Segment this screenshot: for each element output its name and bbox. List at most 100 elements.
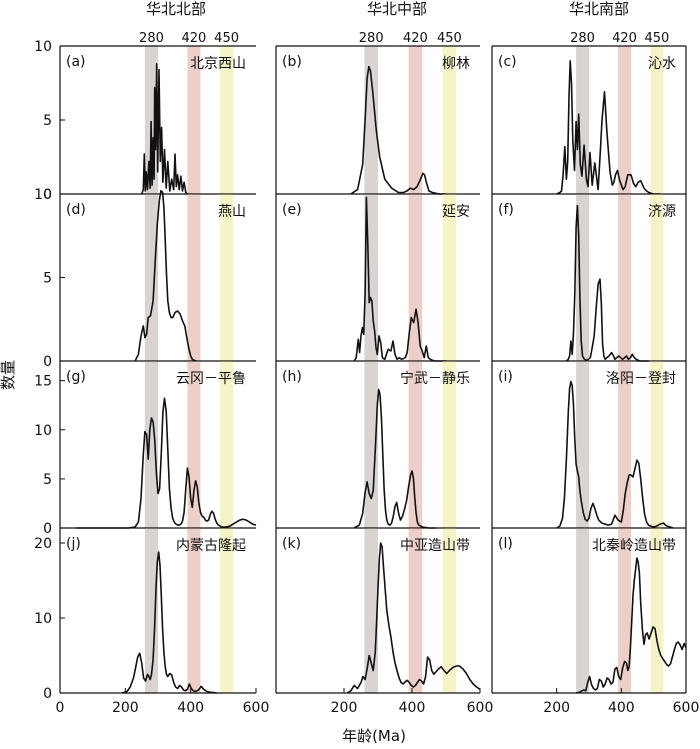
age-spectrum-curve (556, 60, 661, 195)
locality-label: 内蒙古隆起 (176, 538, 246, 554)
x-tick-label: 400 (177, 700, 204, 716)
panel-c: (c) 沁水 (491, 45, 687, 195)
column-title-central: 华北中部 (367, 0, 427, 18)
band-label-450: 450 (437, 31, 462, 46)
y-tick-label: 10 (34, 187, 52, 203)
x-tick-label: 0 (56, 700, 65, 716)
age-band-420 (618, 361, 632, 528)
age-band-450 (220, 361, 234, 528)
x-tick-label: 600 (243, 700, 270, 716)
panel-letter: (b) (282, 54, 302, 70)
panel-letter: (j) (66, 536, 81, 552)
panel-letter: (c) (498, 54, 517, 70)
band-label-450: 450 (644, 31, 669, 46)
age-band-450 (650, 46, 664, 194)
panel-l: 200 400 600 (l) 北秦岭造山带 (491, 528, 700, 716)
panel-d: 0 5 10 (d) 燕山 (34, 187, 256, 370)
age-spectrum-curve (556, 380, 674, 529)
age-band-420 (408, 194, 423, 361)
y-tick-label: 20 (34, 536, 52, 552)
panel-letter: (d) (66, 202, 86, 218)
locality-label: 济源 (648, 204, 676, 220)
age-band-420 (408, 46, 423, 194)
band-label-420: 420 (403, 31, 428, 46)
age-spectrum-curve (76, 397, 257, 529)
age-band-420 (618, 528, 632, 693)
age-band-450 (220, 528, 234, 693)
y-tick-label: 0 (43, 187, 52, 203)
age-spectrum-curve (350, 65, 446, 195)
age-spectrum-curve (346, 542, 481, 694)
locality-label: 燕山 (218, 204, 246, 220)
locality-label: 沁水 (648, 56, 676, 72)
locality-label: 柳林 (442, 55, 470, 72)
panel-g: 0 5 10 15 (g) 云冈－平鲁 (34, 361, 257, 537)
x-tick-label: 200 (331, 700, 358, 716)
age-band-450 (442, 194, 457, 361)
band-label-280: 280 (139, 31, 164, 46)
y-axis-label: 数量 (0, 360, 17, 390)
column-title-north: 华北北部 (146, 0, 206, 18)
y-tick-label: 10 (34, 39, 52, 55)
age-band-420 (408, 528, 423, 693)
panel-letter: (l) (498, 536, 513, 552)
age-spectrum-curve (121, 551, 217, 694)
locality-label: 中亚造山带 (400, 538, 470, 554)
panel-letter: (f) (498, 202, 514, 218)
age-band-450 (220, 46, 234, 194)
panel-b: (b) 柳林 (275, 45, 480, 195)
band-labels: 280 420 450 280 420 450 280 420 450 (139, 31, 669, 46)
age-band-280 (576, 528, 589, 693)
age-band-450 (220, 194, 234, 361)
band-label-420: 420 (612, 31, 637, 46)
y-tick-label: 10 (34, 611, 52, 627)
band-label-450: 450 (214, 31, 239, 46)
age-band-280 (576, 361, 589, 528)
column-title-south: 华北南部 (569, 0, 629, 18)
panel-f: (f) 济源 (491, 194, 687, 362)
band-label-280: 280 (359, 31, 384, 46)
y-tick-label: 5 (43, 472, 52, 488)
panel-e: (e) 延安 (275, 194, 480, 362)
age-band-280 (144, 194, 158, 361)
age-band-420 (187, 528, 201, 693)
age-spectrum-curve (353, 388, 436, 529)
panel-i: (i) 洛阳－登封 (491, 361, 687, 529)
y-tick-label: 5 (43, 271, 52, 287)
panel-letter: (g) (66, 369, 86, 385)
age-band-280 (364, 528, 378, 693)
panels: 0 5 10 (a) 北京西山 (b) 柳林 (c) 沁水 0 5 10 (d) 燕山 (e) 延安 (f) 济源… (34, 39, 699, 716)
column-titles: 华北北部 华北中部 华北南部 (146, 0, 629, 18)
age-spectrum-curve (565, 204, 649, 362)
panel-letter: (e) (282, 202, 302, 218)
age-band-280 (144, 361, 158, 528)
age-band-280 (364, 46, 378, 194)
age-band-420 (187, 46, 201, 194)
locality-label: 延安 (442, 204, 470, 220)
panel-h: (h) 宁武－静乐 (275, 361, 480, 529)
y-tick-label: 0 (43, 354, 52, 370)
y-tick-label: 15 (34, 374, 52, 390)
locality-label: 北京西山 (190, 56, 246, 72)
age-band-450 (442, 46, 457, 194)
y-tick-label: 0 (43, 521, 52, 537)
age-band-280 (144, 528, 158, 693)
panel-letter: (k) (282, 536, 301, 552)
age-spectrum-curve (575, 557, 687, 694)
panel-letter: (i) (498, 369, 513, 385)
y-tick-label: 0 (43, 686, 52, 702)
x-tick-label: 400 (608, 700, 635, 716)
x-tick-label: 200 (112, 700, 139, 716)
panel-k: 200 400 600 (k) 中亚造山带 (275, 528, 493, 716)
age-band-420 (408, 361, 423, 528)
panel-letter: (a) (66, 54, 86, 70)
x-tick-label: 600 (673, 700, 700, 716)
locality-label: 云冈－平鲁 (176, 371, 246, 387)
locality-label: 洛阳－登封 (606, 371, 676, 387)
y-tick-label: 5 (43, 113, 52, 129)
age-band-450 (650, 194, 664, 361)
age-band-420 (618, 194, 632, 361)
age-band-420 (187, 194, 201, 361)
